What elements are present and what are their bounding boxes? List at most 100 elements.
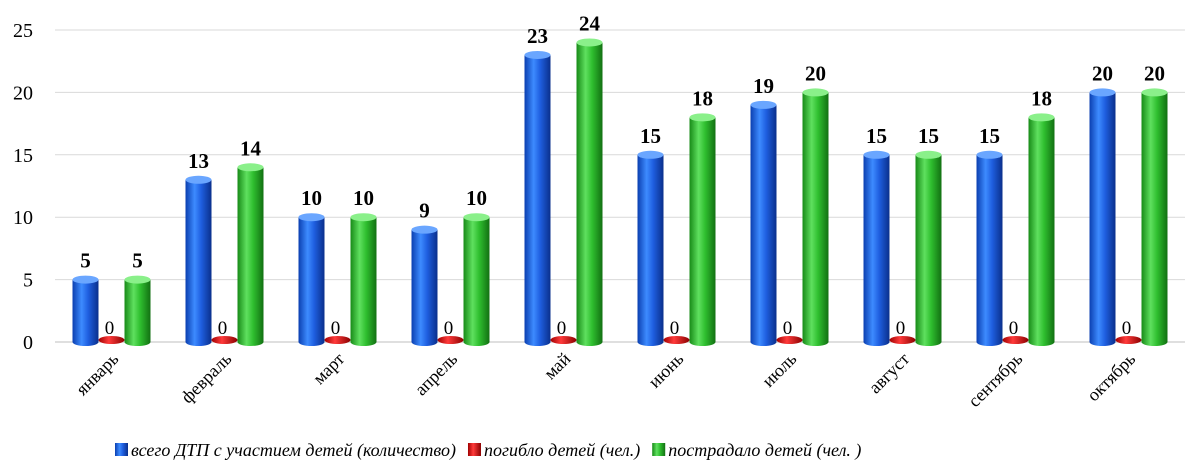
- bar: [802, 88, 829, 346]
- bar-base: [802, 338, 829, 346]
- bar-body: [637, 154, 664, 342]
- bar-base: [185, 338, 212, 346]
- data-label: 0: [218, 318, 228, 339]
- bar: [663, 336, 690, 344]
- y-tick-label: 25: [13, 20, 33, 42]
- y-tick-label: 10: [13, 207, 33, 229]
- bar-body: [72, 279, 99, 342]
- bar-top: [1089, 88, 1116, 97]
- bar: [776, 336, 803, 344]
- data-label: 20: [1092, 61, 1113, 85]
- bar-body: [350, 217, 377, 342]
- bar-top: [976, 150, 1003, 159]
- legend-item: погибло детей (чел.): [467, 440, 640, 461]
- bar-top: [637, 150, 664, 159]
- data-label: 15: [979, 124, 1000, 148]
- data-label: 15: [640, 124, 661, 148]
- bar-body: [750, 104, 777, 342]
- bar: [576, 38, 603, 346]
- bar: [689, 113, 716, 346]
- legend-label: погибло детей (чел.): [484, 440, 640, 461]
- data-label: 0: [670, 318, 680, 339]
- bar-body: [298, 217, 325, 342]
- data-label: 0: [783, 318, 793, 339]
- bar: [524, 50, 551, 346]
- data-label: 13: [188, 149, 209, 173]
- legend-swatch: [652, 443, 666, 456]
- bar-body: [524, 54, 551, 343]
- x-tick-label: апрель: [411, 349, 462, 400]
- data-labels: 5 0 5 13 0 14 10 0 10 9 0 10 23 0 24 15 0 18 19 0 20 15 0 15 15 0…: [80, 11, 1165, 339]
- data-label: 0: [331, 318, 341, 339]
- bar: [750, 100, 777, 346]
- bar-base: [1141, 338, 1168, 346]
- bar: [915, 150, 942, 346]
- x-tick-label: февраль: [177, 349, 235, 407]
- x-tick-label: май: [540, 348, 575, 383]
- y-tick-label: 5: [23, 270, 33, 292]
- bar: [185, 175, 212, 346]
- bar-base: [637, 338, 664, 346]
- bar-body: [185, 179, 212, 342]
- bar-body: [863, 154, 890, 342]
- bar: [211, 336, 238, 344]
- bar: [889, 336, 916, 344]
- bar-top: [411, 225, 438, 234]
- bar-top: [576, 38, 603, 47]
- data-label: 15: [866, 124, 887, 148]
- data-label: 0: [896, 318, 906, 339]
- bar-body: [1028, 117, 1055, 342]
- bar-base: [750, 338, 777, 346]
- bar-top: [72, 275, 99, 284]
- bar: [1028, 113, 1055, 346]
- bar: [411, 225, 438, 346]
- x-tick-label: март: [309, 349, 349, 389]
- bar-body: [689, 117, 716, 342]
- data-label: 15: [918, 124, 939, 148]
- bar-top: [863, 150, 890, 159]
- bar-base: [411, 338, 438, 346]
- data-label: 20: [805, 61, 826, 85]
- bar-base: [915, 338, 942, 346]
- bar-base: [976, 338, 1003, 346]
- bar-body: [802, 92, 829, 343]
- bar: [463, 213, 490, 346]
- bar-body: [237, 167, 264, 342]
- bar-top: [237, 163, 264, 172]
- data-label: 24: [579, 11, 601, 35]
- bar-top: [915, 150, 942, 159]
- x-tick-label: июнь: [644, 349, 687, 392]
- data-label: 10: [301, 186, 322, 210]
- bar-top: [124, 275, 151, 284]
- bar-top: [524, 50, 551, 59]
- y-axis: 0 5 10 15 20 25: [13, 20, 33, 354]
- bar-base: [350, 338, 377, 346]
- bar-base: [298, 338, 325, 346]
- data-label: 23: [527, 24, 548, 48]
- bar-body: [576, 42, 603, 342]
- bar-base: [524, 338, 551, 346]
- x-tick-label: октябрь: [1083, 349, 1139, 405]
- data-label: 14: [240, 136, 262, 160]
- bar-base: [124, 338, 151, 346]
- bar-base: [576, 338, 603, 346]
- legend-label: всего ДТП с участием детей (количество): [131, 440, 456, 461]
- x-tick-label: сентябрь: [964, 349, 1026, 411]
- bar-base: [1089, 338, 1116, 346]
- bar-body: [1141, 92, 1168, 343]
- bar-top: [1141, 88, 1168, 97]
- data-label: 10: [353, 186, 374, 210]
- bar-base: [863, 338, 890, 346]
- bar: [237, 163, 264, 346]
- bar: [350, 213, 377, 346]
- bar-body: [1089, 92, 1116, 343]
- bar: [863, 150, 890, 346]
- data-label: 18: [1031, 86, 1052, 110]
- legend-item: всего ДТП с участием детей (количество): [115, 440, 456, 461]
- legend: всего ДТП с участием детей (количество) п…: [115, 440, 861, 461]
- bar: [637, 150, 664, 346]
- legend-label: пострадало детей (чел. ): [668, 440, 861, 461]
- data-label: 9: [419, 199, 430, 223]
- bar: [324, 336, 351, 344]
